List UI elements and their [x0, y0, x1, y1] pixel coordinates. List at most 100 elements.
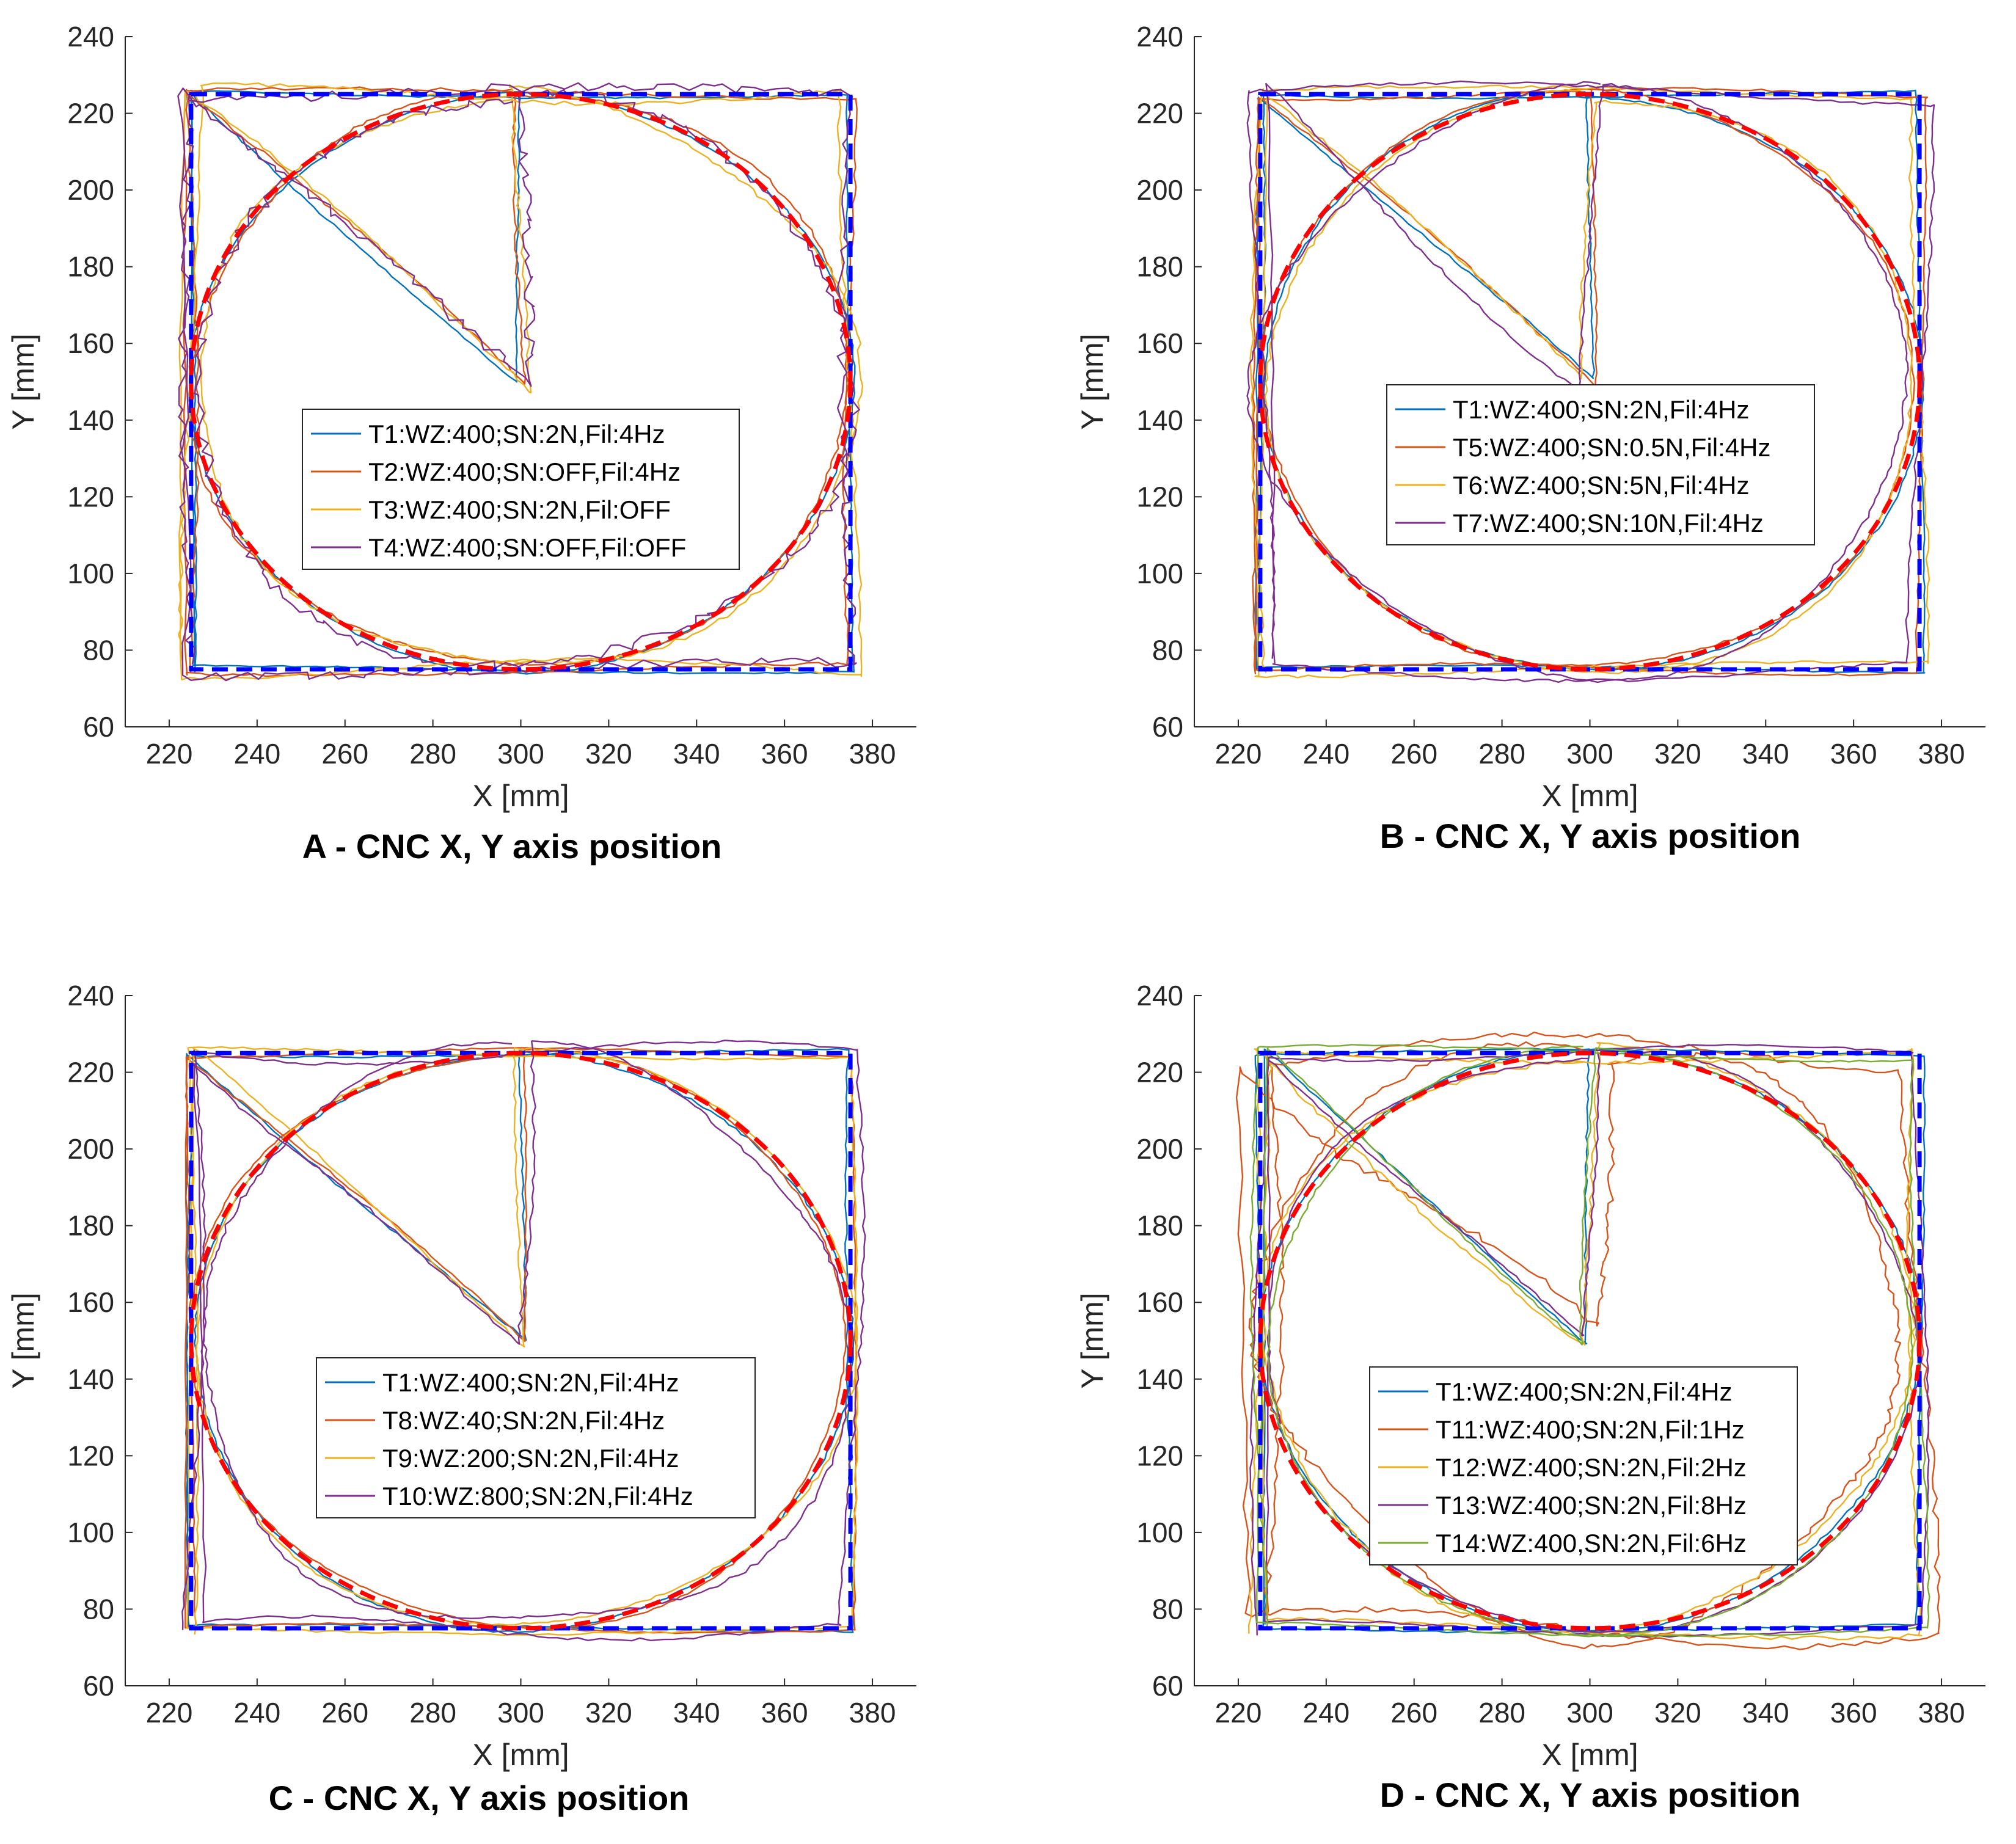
x-tick-label: 380 [1918, 1697, 1965, 1729]
x-tick-label: 380 [849, 738, 896, 770]
x-tick-label: 280 [409, 738, 456, 770]
y-tick-label: 120 [1136, 1440, 1183, 1471]
legend-entry: T9:WZ:200;SN:2N,Fil:4Hz [382, 1444, 679, 1473]
y-axis-label: Y [mm] [1075, 333, 1109, 429]
x-tick-label: 320 [1654, 1697, 1701, 1729]
x-tick-label: 320 [585, 738, 632, 770]
x-tick-label: 220 [146, 738, 193, 770]
series-line-3 [1249, 84, 1930, 679]
plot-area [1246, 80, 1935, 683]
legend-box [302, 409, 740, 570]
legend-entry: T8:WZ:40;SN:2N,Fil:4Hz [382, 1406, 665, 1435]
x-tick-label: 260 [321, 1697, 368, 1729]
x-tick-label: 280 [1478, 738, 1525, 770]
legend-entry: T2:WZ:400;SN:OFF,Fil:4Hz [368, 457, 681, 486]
legend-entry: T7:WZ:400;SN:10N,Fil:4Hz [1453, 509, 1764, 538]
y-axis-label: Y [mm] [1075, 1292, 1109, 1388]
y-tick-label: 220 [1136, 98, 1183, 129]
series-line-2 [182, 86, 858, 677]
y-tick-label: 220 [1136, 1057, 1183, 1088]
legend-entry: T1:WZ:400;SN:2N,Fil:4Hz [382, 1368, 679, 1397]
y-tick-label: 60 [1152, 1670, 1183, 1702]
x-tick-label: 360 [761, 1697, 808, 1729]
legend-entry: T4:WZ:400;SN:OFF,Fil:OFF [368, 533, 686, 562]
y-tick-label: 160 [1136, 1286, 1183, 1318]
series-line-4 [177, 82, 860, 682]
x-tick-label: 280 [409, 1697, 456, 1729]
x-tick-label: 240 [233, 1697, 280, 1729]
y-tick-label: 60 [83, 1670, 114, 1702]
panel-caption: B - CNC X, Y axis position [1380, 817, 1801, 855]
x-tick-label: 380 [849, 1697, 896, 1729]
reference-circle [1258, 1051, 1922, 1631]
y-tick-label: 100 [1136, 1517, 1183, 1548]
y-tick-label: 240 [1136, 980, 1183, 1011]
y-tick-label: 240 [1136, 21, 1183, 53]
x-tick-label: 240 [1302, 1697, 1349, 1729]
y-tick-label: 180 [1136, 1210, 1183, 1242]
legend-entry: T5:WZ:400;SN:0.5N,Fil:4Hz [1453, 433, 1770, 462]
x-tick-label: 300 [1566, 1697, 1613, 1729]
legend: T1:WZ:400;SN:2N,Fil:4Hz T8:WZ:40;SN:2N,Fi… [316, 1357, 756, 1518]
x-tick-label: 260 [1390, 738, 1437, 770]
y-tick-label: 180 [67, 251, 114, 283]
series-line-3 [186, 1046, 858, 1636]
y-tick-label: 120 [67, 481, 114, 512]
x-tick-label: 220 [146, 1697, 193, 1729]
x-tick-label: 340 [1742, 1697, 1789, 1729]
legend-entry: T3:WZ:400;SN:2N,Fil:OFF [368, 495, 671, 524]
x-tick-label: 380 [1918, 738, 1965, 770]
y-tick-label: 140 [67, 1363, 114, 1395]
x-tick-label: 240 [233, 738, 280, 770]
reference-circle [1258, 92, 1922, 672]
x-tick-label: 320 [1654, 738, 1701, 770]
legend-entry: T11:WZ:400;SN:2N,Fil:1Hz [1436, 1415, 1745, 1444]
y-tick-label: 140 [1136, 404, 1183, 436]
x-tick-label: 300 [497, 1697, 544, 1729]
y-axis-label: Y [mm] [6, 333, 40, 429]
y-tick-label: 80 [1152, 1593, 1183, 1625]
y-tick-label: 180 [67, 1210, 114, 1242]
chart-panel-B: 60 80 100 120 140 160 180 200 220 240 220 240 260 280… [1075, 21, 1985, 855]
y-tick-label: 60 [83, 711, 114, 743]
y-tick-label: 200 [1136, 174, 1183, 206]
series-line-4 [181, 1040, 866, 1642]
reference-circle [189, 92, 853, 672]
chart-panel-A: 60 80 100 120 140 160 180 200 220 240 220 240 260 280… [6, 21, 916, 866]
x-tick-label: 220 [1215, 1697, 1262, 1729]
x-tick-label: 220 [1215, 738, 1262, 770]
legend-entry: T1:WZ:400;SN:2N,Fil:4Hz [1453, 395, 1749, 424]
chart-panel-D: 60 80 100 120 140 160 180 200 220 240 220 240 260 280… [1075, 980, 1985, 1814]
x-tick-label: 320 [585, 1697, 632, 1729]
x-tick-label: 340 [673, 1697, 720, 1729]
y-tick-label: 180 [1136, 251, 1183, 283]
panel-caption: A - CNC X, Y axis position [302, 827, 722, 866]
x-tick-label: 360 [761, 738, 808, 770]
x-tick-label: 240 [1302, 738, 1349, 770]
reference-circle [189, 1051, 853, 1631]
legend-entry: T14:WZ:400,SN:2N,Fil:6Hz [1436, 1529, 1747, 1558]
series-line-1 [1254, 1048, 1926, 1634]
legend-entry: T6:WZ:400;SN:5N,Fil:4Hz [1453, 471, 1749, 500]
y-tick-label: 120 [67, 1440, 114, 1471]
legend-entry: T12:WZ:400;SN:2N,Fil:2Hz [1436, 1453, 1747, 1482]
x-axis-label: X [mm] [472, 779, 569, 813]
legend-entry: T1:WZ:400;SN:2N,Fil:4Hz [368, 420, 665, 448]
y-tick-label: 200 [1136, 1133, 1183, 1165]
series-line-2 [1252, 87, 1929, 677]
y-tick-label: 240 [67, 21, 114, 53]
panel-caption: C - CNC X, Y axis position [269, 1779, 690, 1817]
x-tick-label: 300 [1566, 738, 1613, 770]
x-tick-label: 260 [1390, 1697, 1437, 1729]
y-tick-label: 220 [67, 98, 114, 129]
y-tick-label: 80 [83, 1593, 114, 1625]
y-tick-label: 220 [67, 1057, 114, 1088]
y-axis-label: Y [mm] [6, 1292, 40, 1388]
legend-box [316, 1357, 756, 1518]
y-tick-label: 140 [1136, 1363, 1183, 1395]
y-tick-label: 160 [1136, 327, 1183, 359]
legend-entry: T10:WZ:800;SN:2N,Fil:4Hz [382, 1482, 693, 1511]
y-tick-label: 240 [67, 980, 114, 1011]
y-tick-label: 160 [67, 1286, 114, 1318]
